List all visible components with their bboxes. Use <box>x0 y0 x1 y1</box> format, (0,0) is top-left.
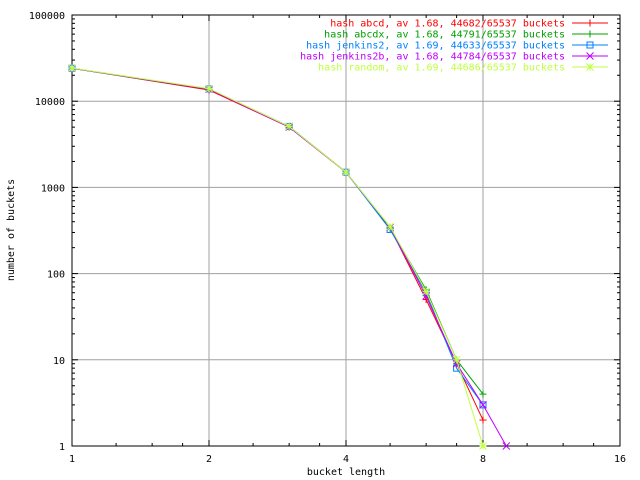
legend-label: hash abcd, av 1.68, 44682/65537 buckets <box>330 19 565 30</box>
data-point <box>342 168 350 177</box>
legend: hash abcd, av 1.68, 44682/65537 bucketsh… <box>300 19 608 74</box>
y-tick-label: 10000 <box>35 97 65 108</box>
y-tick-label: 1000 <box>41 183 65 194</box>
data-point <box>479 442 487 450</box>
data-point <box>586 19 594 27</box>
legend-label: hash jenkins2, av 1.69, 44633/65537 buck… <box>306 41 565 52</box>
y-tick-label: 100 <box>47 270 65 281</box>
legend-label: hash jenkins2b, av 1.68, 44784/65537 buc… <box>300 52 565 63</box>
y-tick-label: 100000 <box>29 11 65 22</box>
data-point <box>285 122 293 131</box>
data-point <box>586 52 594 60</box>
axis-ticks: 1 2 4 8 16 1 10 100 1000 10000 100000 <box>29 11 626 465</box>
x-tick-label: 1 <box>69 454 75 465</box>
y-tick-label: 1 <box>59 442 65 453</box>
data-point <box>586 30 594 38</box>
x-axis-label: bucket length <box>307 467 385 478</box>
data-point <box>422 287 430 296</box>
y-axis-label: number of buckets <box>6 179 17 281</box>
data-point <box>479 416 487 424</box>
legend-label: hash random, av 1.69, 44686/65537 bucket… <box>318 63 565 74</box>
data-point <box>586 41 594 49</box>
data-point <box>68 64 76 72</box>
data-point <box>205 84 213 93</box>
data-point <box>479 401 487 409</box>
data-point <box>502 442 511 450</box>
data-point <box>386 222 394 231</box>
data-point <box>452 355 461 364</box>
series-layer <box>68 64 511 450</box>
data-point <box>479 401 487 409</box>
data-point <box>479 390 487 398</box>
legend-label: hash abcdx, av 1.68, 44791/65537 buckets <box>324 30 565 41</box>
series-line-5 <box>71 67 484 447</box>
data-point <box>586 63 594 71</box>
y-tick-label: 10 <box>53 356 65 367</box>
x-tick-label: 16 <box>614 454 626 465</box>
x-tick-label: 4 <box>343 454 349 465</box>
x-tick-label: 2 <box>206 454 212 465</box>
x-tick-label: 8 <box>480 454 486 465</box>
